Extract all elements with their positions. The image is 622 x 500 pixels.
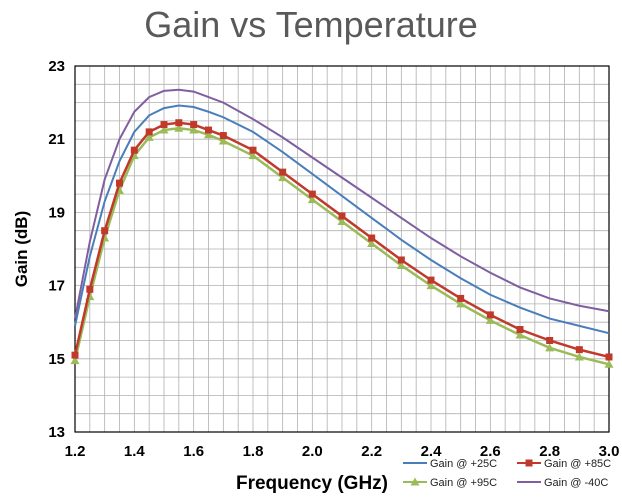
data-point	[545, 343, 555, 352]
legend-item: Gain @ +85C	[517, 458, 611, 470]
x-tick-label: 2.6	[480, 443, 501, 460]
series-line	[74, 104, 610, 335]
data-point	[515, 330, 525, 339]
chart-title: Gain vs Temperature	[144, 4, 478, 45]
legend-label: Gain @ +95C	[430, 477, 497, 489]
data-point	[248, 151, 258, 160]
data-point	[175, 119, 183, 127]
data-point	[337, 217, 347, 226]
data-point	[219, 132, 227, 140]
data-point	[159, 125, 169, 134]
x-tick-label: 1.8	[243, 443, 264, 460]
data-point	[278, 173, 288, 182]
data-point	[130, 146, 138, 154]
data-point	[279, 168, 287, 176]
x-tick-label: 1.2	[65, 443, 86, 460]
legend-item: Gain @ +25C	[403, 458, 497, 470]
series-1	[74, 104, 610, 335]
x-tick-label: 3.0	[599, 443, 620, 460]
legend-marker	[410, 477, 420, 486]
data-point	[101, 227, 109, 235]
y-tick-label: 15	[48, 351, 65, 368]
data-point	[575, 346, 583, 354]
y-tick-label: 13	[48, 424, 65, 441]
data-point	[605, 353, 613, 361]
data-point	[427, 276, 435, 284]
data-point	[204, 130, 213, 139]
data-point	[308, 190, 316, 198]
legend-label: Gain @ +25C	[430, 458, 497, 470]
data-point	[485, 315, 495, 324]
grid	[75, 66, 609, 432]
y-tick-label: 19	[48, 204, 65, 221]
data-point	[426, 281, 436, 290]
data-point	[174, 123, 184, 132]
legend-item: Gain @ -40C	[517, 477, 608, 489]
y-axis-label: Gain (dB)	[12, 211, 31, 288]
data-point	[145, 128, 153, 136]
x-tick-label: 1.6	[183, 443, 204, 460]
series-3	[70, 123, 614, 368]
data-point	[70, 356, 80, 365]
data-point	[546, 337, 554, 344]
x-tick-label: 2.2	[361, 443, 382, 460]
series-2	[71, 119, 613, 361]
data-point	[574, 352, 584, 361]
data-point	[116, 179, 123, 187]
data-point	[486, 311, 494, 319]
x-tick-label: 2.8	[539, 443, 560, 460]
data-point	[249, 146, 257, 154]
series-line	[73, 121, 610, 359]
data-point	[160, 121, 168, 129]
legend-label: Gain @ +85C	[544, 458, 611, 470]
legend-marker	[525, 459, 533, 467]
y-tick-label: 17	[48, 278, 65, 295]
data-point	[190, 121, 198, 129]
data-point	[307, 195, 317, 204]
data-point	[338, 212, 346, 220]
data-point	[457, 294, 465, 302]
data-point	[516, 326, 524, 334]
legend: Gain @ +25C Gain @ +85C Gain @ +95C Gain @ …	[403, 458, 611, 489]
x-tick-label: 1.4	[124, 443, 146, 460]
x-tick-label: 2.4	[421, 443, 443, 460]
data-point	[397, 256, 405, 264]
data-point	[205, 126, 212, 134]
data-point	[396, 260, 406, 269]
data-point	[144, 132, 154, 141]
legend-label: Gain @ -40C	[544, 477, 608, 489]
data-point	[86, 285, 94, 293]
x-axis-label: Frequency (GHz)	[236, 473, 388, 494]
plot-frame	[74, 65, 610, 433]
data-point	[604, 359, 614, 368]
data-point	[218, 136, 228, 145]
data-point	[71, 351, 79, 359]
y-tick-label: 23	[48, 58, 65, 75]
series-layer	[70, 88, 614, 368]
y-tick-labels: 13 15 17 19 21 23	[48, 58, 65, 441]
x-tick-labels: 1.2 1.4 1.6 1.8 2.0 2.2 2.4 2.6 2.8 3.0	[65, 443, 620, 460]
series-4	[74, 88, 610, 319]
legend-item: Gain @ +95C	[403, 477, 497, 489]
y-tick-label: 21	[48, 131, 65, 148]
series-line	[74, 88, 610, 319]
series-line	[73, 126, 610, 366]
x-tick-label: 2.0	[302, 443, 323, 460]
data-point	[367, 239, 377, 248]
data-point	[456, 299, 466, 308]
data-point	[368, 234, 376, 242]
data-point	[189, 125, 199, 134]
